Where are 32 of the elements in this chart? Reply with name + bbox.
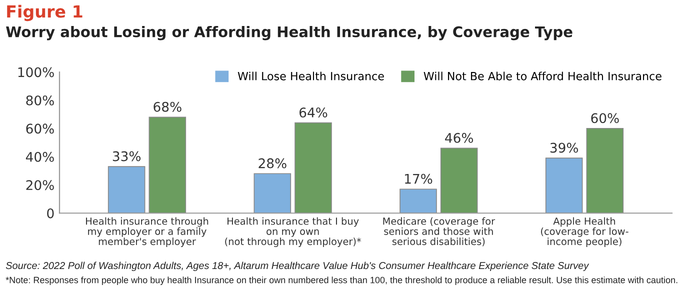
bar <box>254 173 292 214</box>
y-tick-label: 20% <box>26 180 54 190</box>
text: 68% <box>154 102 182 112</box>
bar <box>545 158 583 214</box>
bar <box>148 116 186 214</box>
text: 46% <box>445 132 474 143</box>
y-tick-label: 0 <box>47 208 54 218</box>
text: *Note: Responses from people who buy health Insurance on their own numbered less than 100, the threshold to produce a reliable result. Use this estimate with caution. <box>6 276 678 286</box>
chart-subtitle: Worry about Losing or Affording Health Insurance, by Coverage Type <box>6 26 572 40</box>
y-tick-label: 60% <box>26 124 54 134</box>
bar <box>586 128 624 214</box>
bar <box>440 148 478 214</box>
x-tick-label: Medicare (coverage for seniors and those with serious disabilities) <box>383 217 496 246</box>
x-tick-label: Apple Health (coverage for low- income people) <box>541 217 628 247</box>
text: 28% <box>258 158 286 168</box>
y-tick-label: 80% <box>26 95 54 106</box>
x-tick-label: Health insurance that I buy on my own (not through my employer)* <box>225 217 362 247</box>
y-tick-label: 100% <box>18 67 54 78</box>
bar <box>400 188 437 214</box>
text: 39% <box>550 142 578 153</box>
text: 33% <box>112 151 141 162</box>
text: 64% <box>300 107 328 118</box>
legend-label: Will Not Be Able to Afford Health Insurance <box>424 72 662 80</box>
text: 60% <box>591 113 619 124</box>
chart-title: Figure 1 <box>7 4 82 22</box>
legend-label: Will Lose Health Insurance <box>238 72 384 80</box>
bar <box>294 122 332 214</box>
x-tick-label: Health insurance through my employer or a family member's employer <box>86 217 208 247</box>
source-note: Source: 2022 Poll of Washington Adults, Ages 18+, Altarum Healthcare Value Hub's Consumer Healthcare Experience State Survey <box>6 262 590 272</box>
y-tick-label: 40% <box>26 152 54 162</box>
text: 17% <box>405 174 432 184</box>
bar <box>108 166 146 214</box>
